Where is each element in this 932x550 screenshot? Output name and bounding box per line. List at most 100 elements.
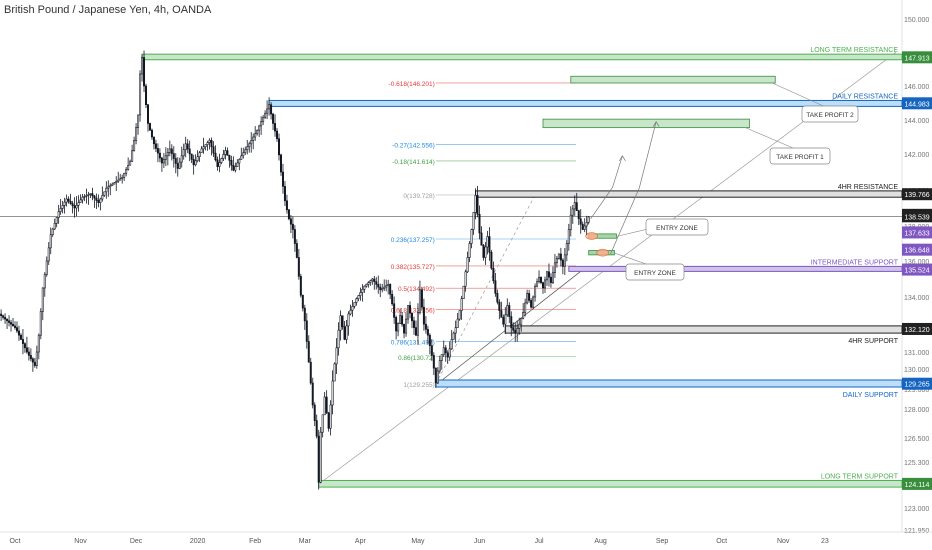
- fib-level-label: -0.18(141.614): [392, 159, 435, 166]
- candle-body: [152, 136, 155, 145]
- candle-body: [10, 322, 13, 325]
- price-label-bg: [902, 226, 932, 239]
- candle-body: [6, 318, 9, 322]
- candle-body: [160, 157, 163, 164]
- candle-body: [274, 123, 277, 132]
- candle-body: [428, 334, 431, 347]
- price-tick-label: 131.000: [904, 350, 929, 357]
- candle-body: [325, 396, 328, 414]
- candle-body: [440, 354, 443, 361]
- candle-body: [373, 278, 376, 283]
- candle-body: [71, 203, 74, 207]
- price-label: 132.120: [904, 327, 929, 334]
- time-tick-label: Mar: [299, 538, 312, 545]
- candle-body: [244, 149, 247, 154]
- candle-body: [424, 323, 427, 330]
- time-tick-label: Feb: [249, 538, 261, 545]
- candle-body: [67, 198, 70, 202]
- candle-body: [458, 310, 461, 320]
- candle-body: [549, 276, 552, 283]
- candle-body: [500, 310, 503, 318]
- candle-body: [204, 144, 207, 148]
- candle-body: [198, 152, 201, 158]
- candle-body: [472, 212, 475, 230]
- candle-body: [488, 236, 491, 253]
- candle-body: [45, 260, 48, 275]
- candle-body: [561, 259, 564, 267]
- candle-body: [339, 315, 342, 331]
- candle-body: [518, 323, 521, 329]
- candle-body: [407, 305, 410, 320]
- candle-body: [39, 311, 42, 336]
- candle-body: [4, 317, 7, 320]
- candle-body: [299, 275, 302, 296]
- candle-body: [563, 254, 566, 267]
- candle-body: [234, 166, 237, 171]
- candle-body: [367, 282, 370, 285]
- candle-body: [220, 158, 223, 163]
- price-label-bg: [902, 243, 932, 256]
- price-label: 138.539: [904, 214, 929, 221]
- candle-body: [33, 361, 36, 366]
- candle-body: [228, 155, 231, 161]
- price-label-bg: [902, 322, 932, 335]
- candle-body: [434, 367, 437, 384]
- price-label-bg: [902, 377, 932, 390]
- candle-body: [115, 181, 118, 184]
- entry-marker: [585, 232, 598, 240]
- time-tick-label: Jul: [535, 538, 544, 545]
- callout-box: [645, 218, 709, 236]
- candle-body: [194, 160, 197, 166]
- candle-body: [377, 284, 380, 288]
- candle-body: [313, 404, 316, 421]
- time-tick-label: Oct: [10, 538, 21, 545]
- candle-body: [545, 271, 548, 281]
- candle-body: [2, 315, 5, 318]
- candle-body: [540, 276, 543, 283]
- candle-body: [47, 247, 50, 262]
- candle-body: [123, 173, 126, 178]
- candle-body: [293, 229, 296, 244]
- candle-body: [587, 216, 590, 223]
- price-label-bg: [902, 188, 932, 201]
- candle-body: [466, 257, 469, 273]
- candle-body: [371, 278, 374, 282]
- candle-body: [291, 223, 294, 230]
- candle-body: [99, 198, 102, 203]
- candle-body: [73, 205, 76, 209]
- candle-body: [442, 347, 445, 355]
- callout-box: [801, 105, 859, 123]
- candle-body: [448, 348, 451, 358]
- candle-body: [240, 155, 243, 160]
- candle-body: [329, 404, 332, 429]
- candle-body: [462, 285, 465, 300]
- candle-body: [321, 414, 324, 433]
- candle-body: [516, 328, 519, 334]
- candle-body: [410, 312, 413, 322]
- candle-body: [65, 198, 68, 203]
- candle-body: [17, 330, 20, 336]
- candle-body: [164, 155, 167, 160]
- candle-body: [81, 196, 84, 201]
- candle-body: [8, 320, 11, 323]
- candle-body: [178, 161, 181, 169]
- sr-zone: [318, 479, 903, 488]
- candle-body: [250, 140, 253, 145]
- candle-body: [528, 293, 531, 301]
- candle-body: [395, 317, 398, 332]
- price-label: 144.983: [904, 101, 929, 108]
- sr-zone: [475, 190, 903, 198]
- candle-body: [436, 370, 439, 384]
- price-label: 129.265: [904, 382, 929, 389]
- candle-body: [315, 420, 318, 437]
- time-tick-label: Aug: [594, 538, 607, 545]
- candle-body: [353, 302, 356, 307]
- candle-body: [357, 295, 360, 299]
- candle-body: [254, 133, 257, 138]
- sr-zone-label: LONG TERM RESISTANCE: [810, 47, 898, 54]
- sr-zone: [435, 379, 903, 388]
- candle-body: [69, 200, 72, 204]
- candle-body: [573, 202, 576, 210]
- candle-body: [226, 150, 229, 156]
